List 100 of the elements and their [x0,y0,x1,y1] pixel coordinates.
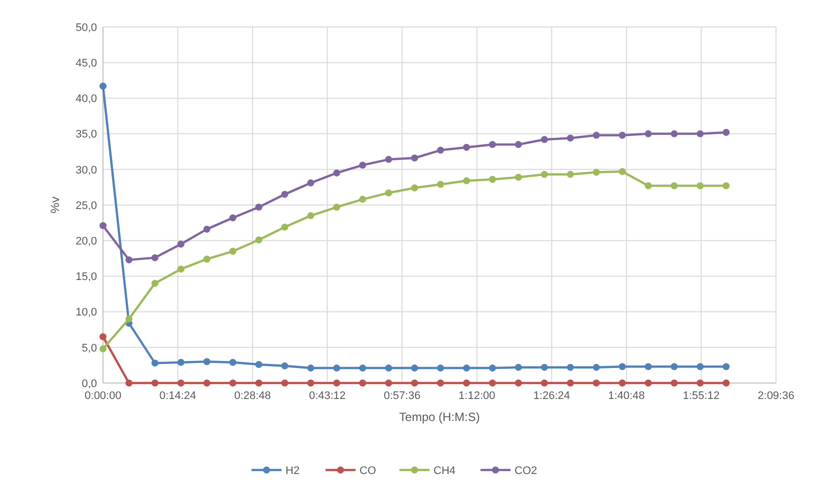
y-axis-title: %v [48,196,62,214]
x-tick-label: 1:55:12 [682,390,720,402]
y-tick-label: 25,0 [76,200,97,212]
point [100,345,106,352]
point [307,179,314,186]
point [696,130,704,138]
legend-label: CO2 [514,464,538,477]
point [307,364,314,372]
point [670,363,678,370]
point [488,176,496,183]
point [566,380,574,386]
point [696,182,704,190]
point [229,214,236,222]
point [722,182,730,190]
point [255,236,262,244]
point [592,380,600,386]
point [307,212,314,220]
point [463,380,470,386]
point [566,364,574,371]
point [411,154,418,162]
point [100,333,106,340]
point [437,146,444,154]
point [670,130,678,138]
x-tick-label: 0:14:24 [159,390,196,402]
x-tick-label: 0:57:36 [384,390,420,402]
point [463,364,470,372]
point [177,380,184,386]
point [255,204,262,211]
x-tick-label: 0:28:48 [234,390,271,402]
point [307,380,314,386]
x-tick-label: 1:40:48 [608,390,645,402]
point [125,315,132,322]
point [100,222,106,230]
point [255,360,262,368]
point [281,362,288,370]
y-tick-label: 5,0 [82,342,97,354]
point [463,144,470,151]
point [670,380,678,386]
point [229,248,236,255]
point [151,280,158,287]
point [618,132,626,139]
x-tick-label: 1:12:00 [458,390,496,402]
point [618,168,626,176]
point [411,380,418,386]
point [203,256,210,263]
point [514,140,522,148]
y-tick-label: 50,0 [76,22,97,34]
point [618,380,626,386]
legend-label: CH4 [434,464,456,477]
point [385,156,392,163]
y-tick-label: 20,0 [76,235,97,248]
point [592,364,600,371]
point [359,162,366,169]
y-tick-label: 15,0 [76,271,97,284]
point [151,254,158,262]
point [540,364,548,371]
point [359,196,366,203]
point [540,170,548,178]
point [566,134,574,142]
point [696,363,704,370]
point [696,380,704,386]
y-tick-label: 40,0 [76,93,97,106]
point [385,380,392,386]
y-tick-label: 0,0 [82,378,97,390]
point [281,224,288,231]
legend-label: H2 [286,464,300,477]
point [488,364,496,372]
point [203,380,210,386]
point [463,177,470,184]
point [177,240,184,248]
point [359,380,366,386]
point [722,363,730,370]
x-tick-label: 2:09:36 [758,390,794,402]
point [203,226,210,233]
point [203,358,210,366]
point [125,256,132,264]
point [281,190,288,198]
y-tick-label: 10,0 [76,306,97,319]
point [644,363,652,370]
point [333,380,340,386]
point [618,363,626,370]
point [670,182,678,190]
point [644,380,652,386]
point [255,380,262,386]
point [229,380,236,386]
point [592,132,600,139]
point [514,364,522,371]
point [151,360,158,367]
point [411,364,418,372]
x-tick-label: 0:43:12 [308,390,346,402]
point [437,180,444,188]
point [644,182,652,190]
point [333,364,340,372]
legend-label: CO [360,464,376,477]
point [281,380,288,386]
point [514,174,522,181]
point [385,189,392,196]
y-tick-label: 35,0 [76,128,97,141]
point [151,380,158,386]
point [177,358,184,366]
